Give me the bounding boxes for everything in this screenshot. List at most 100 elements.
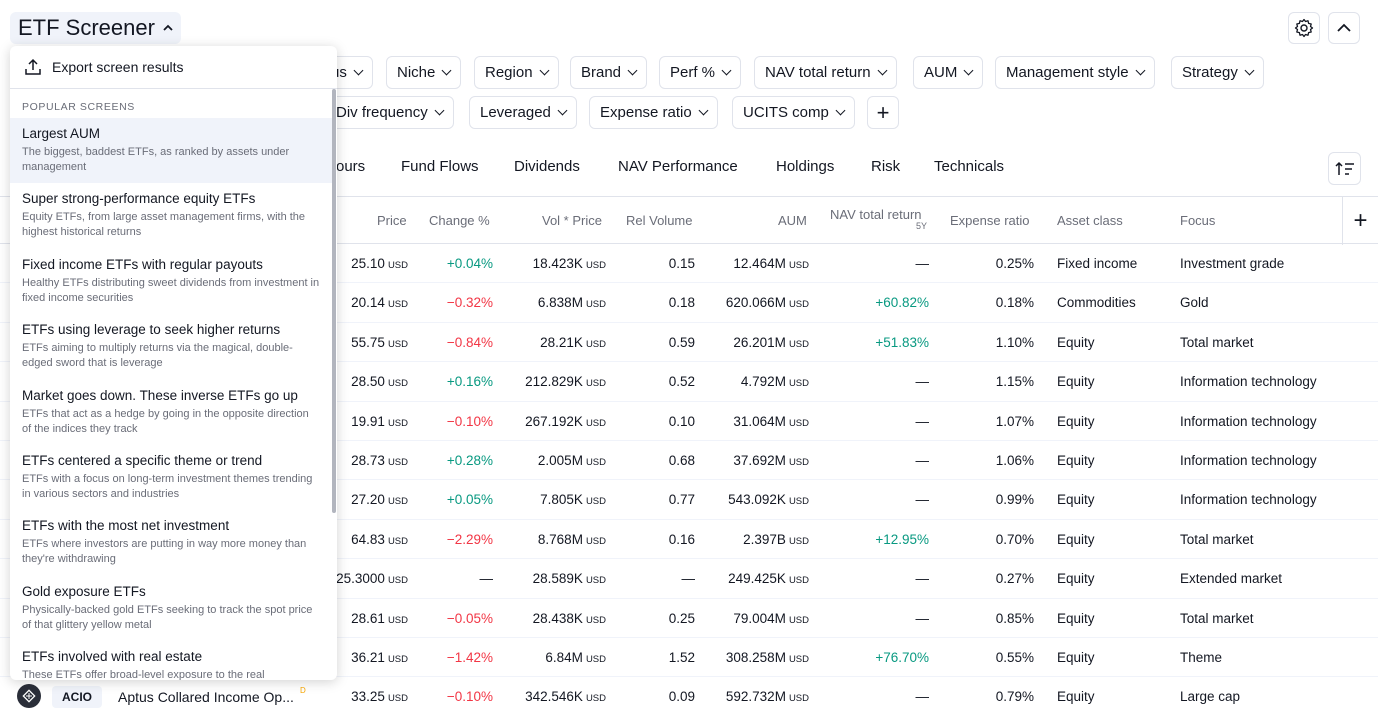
cell-price-value: 55.75 <box>351 334 385 350</box>
currency-label: USD <box>788 378 809 390</box>
table-row[interactable]: 36.21 USD −1.42% 6.84M USD 1.52 308.258M USD +76… <box>0 638 1378 678</box>
col-asset-class[interactable]: Asset class <box>1057 213 1123 228</box>
currency-label: USD <box>788 614 809 626</box>
tab-dividends[interactable]: Dividends <box>514 158 580 175</box>
table-row[interactable]: 20.14 USD −0.32% 6.838M USD 0.18 620.066M USD +6… <box>0 283 1378 323</box>
filter-ucits-comp[interactable]: UCITS comp <box>732 96 855 129</box>
chevron-down-icon <box>434 105 445 116</box>
table-row[interactable]: 55.75 USD −0.84% 28.21K USD 0.59 26.201M USD +51… <box>0 323 1378 363</box>
add-column-button[interactable]: + <box>1342 197 1378 245</box>
collapse-button[interactable] <box>1328 12 1360 44</box>
cell-vol-price: 342.546K USD <box>525 689 606 704</box>
add-filter-button[interactable]: + <box>867 96 899 129</box>
col-focus[interactable]: Focus <box>1180 213 1216 228</box>
cell-focus-value: Gold <box>1180 295 1209 311</box>
cell-expense-ratio-value: 0.70% <box>995 531 1034 547</box>
tab-risk[interactable]: Risk <box>871 158 901 175</box>
cell-expense-ratio: 0.79% <box>996 689 1034 704</box>
cell-vol-price: 7.805K USD <box>540 492 606 507</box>
col-price[interactable]: Price <box>377 213 407 228</box>
table-row[interactable]: 28.50 USD +0.16% 212.829K USD 0.52 4.792M USD —1… <box>0 362 1378 402</box>
table-row[interactable]: 64.83 USD −2.29% 8.768M USD 0.16 2.397B USD +12.… <box>0 520 1378 560</box>
popular-screen-item[interactable]: ETFs centered a specific theme or trend E… <box>10 445 332 510</box>
cell-rel-volume-value: 0.59 <box>668 334 695 350</box>
cell-nav-return-value: — <box>915 413 930 429</box>
cell-nav-return: — <box>916 492 930 507</box>
currency-label: USD <box>585 338 606 350</box>
popular-screen-item[interactable]: Largest AUM The biggest, baddest ETFs, as… <box>10 118 332 183</box>
filter-nav-total-return[interactable]: NAV total return <box>754 56 897 89</box>
cell-change: −0.84% <box>447 335 493 350</box>
tab-technicals[interactable]: Technicals <box>934 158 1005 175</box>
table-row[interactable]: 27.20 USD +0.05% 7.805K USD 0.77 543.092K USD —0… <box>0 480 1378 520</box>
tab-fund-flows[interactable]: Fund Flows <box>401 158 479 175</box>
table-row[interactable]: 25.3000 USD —28.589K USD —249.425K USD —0.27% E… <box>0 559 1378 599</box>
cell-expense-ratio: 0.99% <box>996 492 1034 507</box>
col-rel-volume[interactable]: Rel Volume <box>626 213 693 228</box>
symbol-badge[interactable]: ACIO <box>52 686 102 708</box>
cell-expense-ratio-value: 1.06% <box>995 453 1034 468</box>
filter-strategy[interactable]: Strategy <box>1171 56 1264 89</box>
screen-title: ETFs with the most net investment <box>22 518 230 534</box>
settings-button[interactable] <box>1288 12 1320 44</box>
table-row[interactable]: 33.25 USD −0.10% 342.546K USD 0.09 592.732M USD… <box>0 677 1378 714</box>
cell-focus: Total market <box>1180 532 1254 547</box>
tab-holdings[interactable]: Holdings <box>776 158 835 175</box>
popular-screen-item[interactable]: ETFs involved with real estate These ETFs… <box>10 641 332 680</box>
filter-brand[interactable]: Brand <box>570 56 648 89</box>
popular-screen-item[interactable]: Market goes down. These inverse ETFs go … <box>10 380 332 445</box>
cell-aum: 249.425K USD <box>728 571 809 586</box>
chevron-up-icon <box>1337 23 1351 32</box>
popular-screen-item[interactable]: Super strong-performance equity ETFs Equi… <box>10 183 332 248</box>
screener-title-button[interactable]: ETF Screener <box>10 12 181 44</box>
popular-screen-item[interactable]: ETFs with the most net investment ETFs wh… <box>10 510 332 575</box>
popular-screen-item[interactable]: Gold exposure ETFs Physically-backed gold… <box>10 576 332 641</box>
filter-region[interactable]: Region <box>474 56 559 89</box>
col-expense-ratio[interactable]: Expense ratio <box>950 213 1030 228</box>
cell-focus: Total market <box>1180 611 1254 626</box>
popular-screen-item[interactable]: ETFs using leverage to seek higher retur… <box>10 314 332 379</box>
sort-button[interactable] <box>1328 152 1361 185</box>
filter-leveraged[interactable]: Leveraged <box>469 96 577 129</box>
cell-price: 28.73 USD <box>351 453 408 468</box>
cell-expense-ratio: 1.07% <box>996 414 1034 429</box>
cell-vol-price-value: 28.589K <box>532 571 583 587</box>
export-screen-results[interactable]: Export screen results <box>10 46 337 89</box>
cell-change: +0.28% <box>447 453 493 468</box>
table-row[interactable]: 28.73 USD +0.28% 2.005M USD 0.68 37.692M USD —1.… <box>0 441 1378 481</box>
fund-name[interactable]: Aptus Collared Income Op... <box>118 689 294 705</box>
cell-change-value: −0.10% <box>446 413 493 429</box>
scrollbar[interactable] <box>332 89 336 513</box>
cell-asset-class: Fixed income <box>1057 256 1137 271</box>
cell-nav-return-value: +60.82% <box>875 295 929 311</box>
currency-label: USD <box>788 693 809 705</box>
filter-perf[interactable]: Perf % <box>659 56 742 89</box>
export-label: Export screen results <box>52 59 184 75</box>
col-change[interactable]: Change % <box>429 213 490 228</box>
tab-nav-performance[interactable]: NAV Performance <box>618 158 738 175</box>
currency-label: USD <box>585 575 606 587</box>
col-nav-total-return[interactable]: NAV total return <box>830 207 922 222</box>
cell-price-value: 28.50 <box>351 374 385 390</box>
cell-asset-class: Equity <box>1057 571 1095 586</box>
cell-asset-class-value: Equity <box>1057 413 1095 429</box>
table-row[interactable]: 25.10 USD +0.04% 18.423K USD 0.15 12.464M USD —0… <box>0 244 1378 284</box>
cell-asset-class: Equity <box>1057 611 1095 626</box>
filter-aum[interactable]: AUM <box>913 56 984 89</box>
table-row[interactable]: 28.61 USD −0.05% 28.438K USD 0.25 79.004M USD —0… <box>0 599 1378 638</box>
filter-expense-ratio[interactable]: Expense ratio <box>589 96 718 129</box>
popular-screen-item[interactable]: Fixed income ETFs with regular payouts He… <box>10 249 332 314</box>
cell-rel-volume: 0.15 <box>669 256 695 271</box>
filter-div-frequency[interactable]: Div frequency <box>325 96 454 129</box>
chevron-down-icon <box>698 105 709 116</box>
filter-management-style[interactable]: Management style <box>995 56 1155 89</box>
table-row[interactable]: 19.91 USD −0.10% 267.192K USD 0.10 31.064M USD —… <box>0 402 1378 441</box>
filter-niche[interactable]: Niche <box>386 56 462 89</box>
section-label: POPULAR SCREENS <box>22 101 135 113</box>
tab-tours[interactable]: ours <box>336 158 366 175</box>
cell-nav-return: — <box>916 453 930 468</box>
currency-label: USD <box>788 299 809 311</box>
chevron-down-icon <box>877 65 888 76</box>
col-vol-price[interactable]: Vol * Price <box>542 213 602 228</box>
col-aum[interactable]: AUM <box>778 213 807 228</box>
